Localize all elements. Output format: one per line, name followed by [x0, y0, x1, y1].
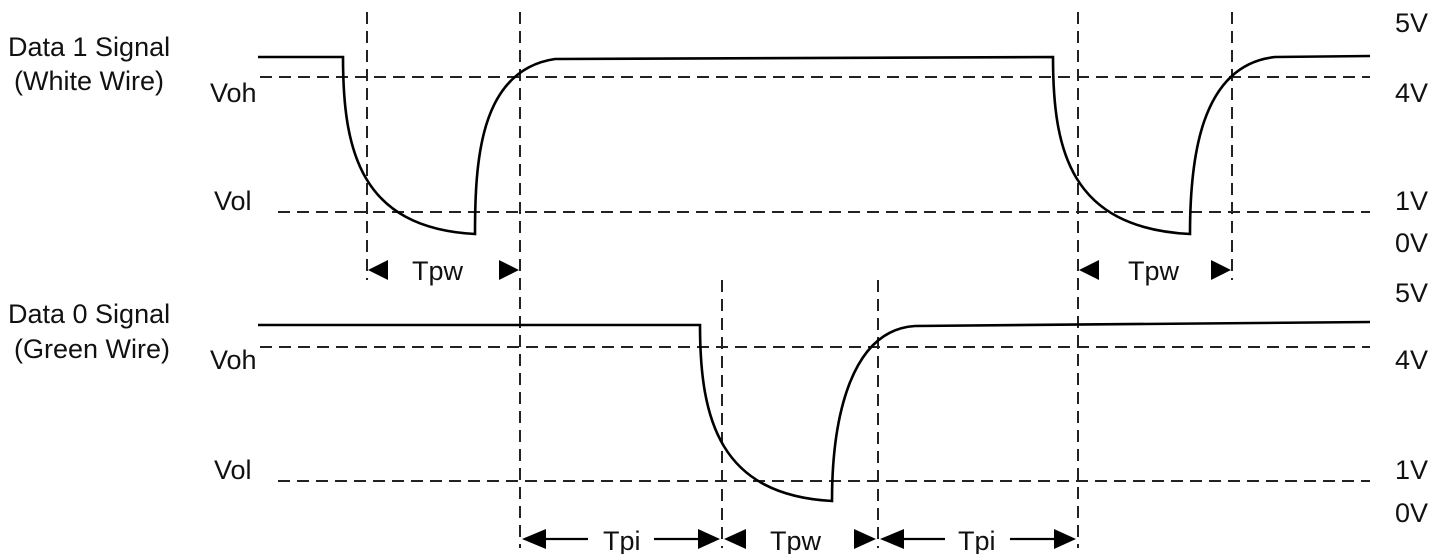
- data0-tpi-marker-2: Tpi: [880, 526, 1076, 554]
- data0-vol-label: Vol: [214, 455, 252, 485]
- data1-waveform: [258, 54, 1371, 236]
- data0-tpw-label: Tpw: [770, 526, 822, 554]
- data0-voh-label: Voh: [210, 345, 257, 375]
- data1-0v-label: 0V: [1395, 228, 1428, 258]
- data1-1v-label: 1V: [1395, 186, 1428, 216]
- data0-tpw-marker: Tpw: [724, 526, 876, 554]
- data0-0v-label: 0V: [1395, 498, 1428, 528]
- data0-tpi-label-1: Tpi: [603, 526, 641, 554]
- data1-vol-label: Vol: [214, 186, 252, 216]
- data1-title-line1: Data 1 Signal: [8, 32, 170, 62]
- data0-title-line2: (Green Wire): [14, 334, 170, 364]
- data0-4v-label: 4V: [1395, 345, 1428, 375]
- data0-waveform: [258, 320, 1371, 503]
- data0-title-line1: Data 0 Signal: [8, 299, 170, 329]
- data1-voh-label: Voh: [210, 78, 257, 108]
- data0-5v-label: 5V: [1395, 278, 1428, 308]
- data1-tpw-label-2: Tpw: [1128, 256, 1180, 286]
- data1-4v-label: 4V: [1395, 78, 1428, 108]
- data0-tpi-marker-1: Tpi: [522, 526, 720, 554]
- data0-tpi-label-2: Tpi: [958, 526, 996, 554]
- data1-title-line2: (White Wire): [14, 66, 164, 96]
- data1-tpw-marker-2: Tpw: [1079, 256, 1231, 286]
- data1-tpw-marker-1: Tpw: [368, 256, 519, 286]
- data1-5v-label: 5V: [1395, 8, 1428, 38]
- data1-tpw-label-1: Tpw: [412, 256, 464, 286]
- data0-1v-label: 1V: [1395, 455, 1428, 485]
